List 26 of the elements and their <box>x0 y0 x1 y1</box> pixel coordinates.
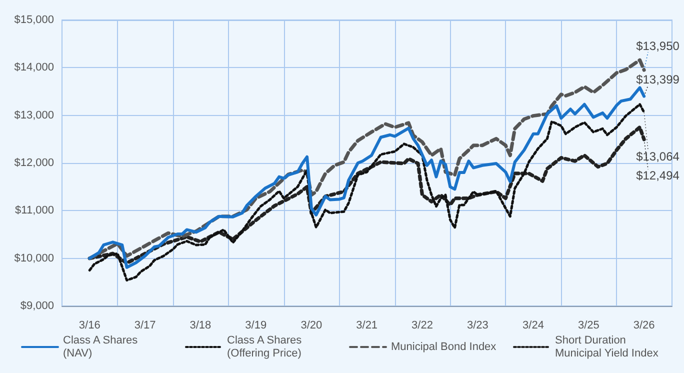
x-tick-label: 3/17 <box>134 320 156 332</box>
y-tick-label: $15,000 <box>14 14 54 26</box>
y-tick-label: $13,000 <box>14 109 54 122</box>
x-tick-label: 3/26 <box>633 320 655 332</box>
x-tick-label: 3/23 <box>466 320 488 332</box>
annotation: $13,064 <box>636 149 680 164</box>
x-tick-label: 3/25 <box>578 320 600 332</box>
x-tick-label: 3/18 <box>190 320 212 332</box>
annotation: $13,399 <box>636 72 680 86</box>
y-tick-label: $11,000 <box>15 204 54 217</box>
legend-label: Short Duration Municipal Yield Index <box>555 334 659 360</box>
x-tick-label: 3/22 <box>412 320 433 332</box>
legend-label: Class A Shares (Offering Price) <box>227 334 305 360</box>
x-tick-label: 3/21 <box>356 320 378 332</box>
x-tick-label: 3/20 <box>300 320 322 332</box>
y-tick-label: $9,000 <box>20 300 54 312</box>
y-tick-label: $12,000 <box>14 157 54 169</box>
annotation: $13,950 <box>636 39 680 54</box>
x-tick-label: 3/24 <box>522 320 544 332</box>
x-tick-label: 3/16 <box>78 320 100 332</box>
y-tick-label: $14,000 <box>14 62 54 74</box>
x-tick-label: 3/19 <box>245 320 267 332</box>
y-tick-label: $10,000 <box>14 252 54 264</box>
legend-label: Municipal Bond Index <box>391 341 497 353</box>
legend-label: Class A Shares (NAV) <box>63 334 141 360</box>
annotation: $12,494 <box>636 168 680 182</box>
